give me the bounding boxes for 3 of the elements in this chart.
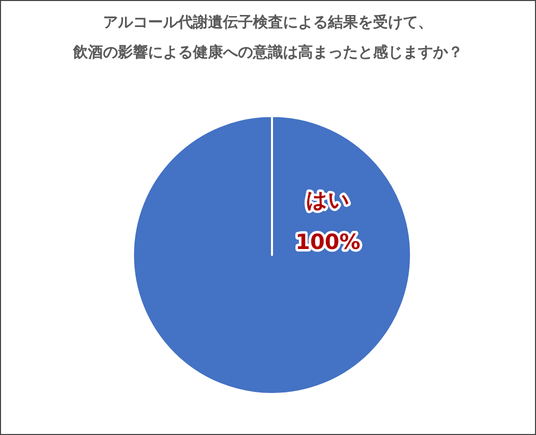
slice-label: はい xyxy=(306,188,350,212)
data-label: 100% xyxy=(296,230,360,254)
chart-title: アルコール代謝遺伝子検査による結果を受けて、飲酒の影響による健康への意識は高まったと感じますか？ xyxy=(72,13,463,61)
